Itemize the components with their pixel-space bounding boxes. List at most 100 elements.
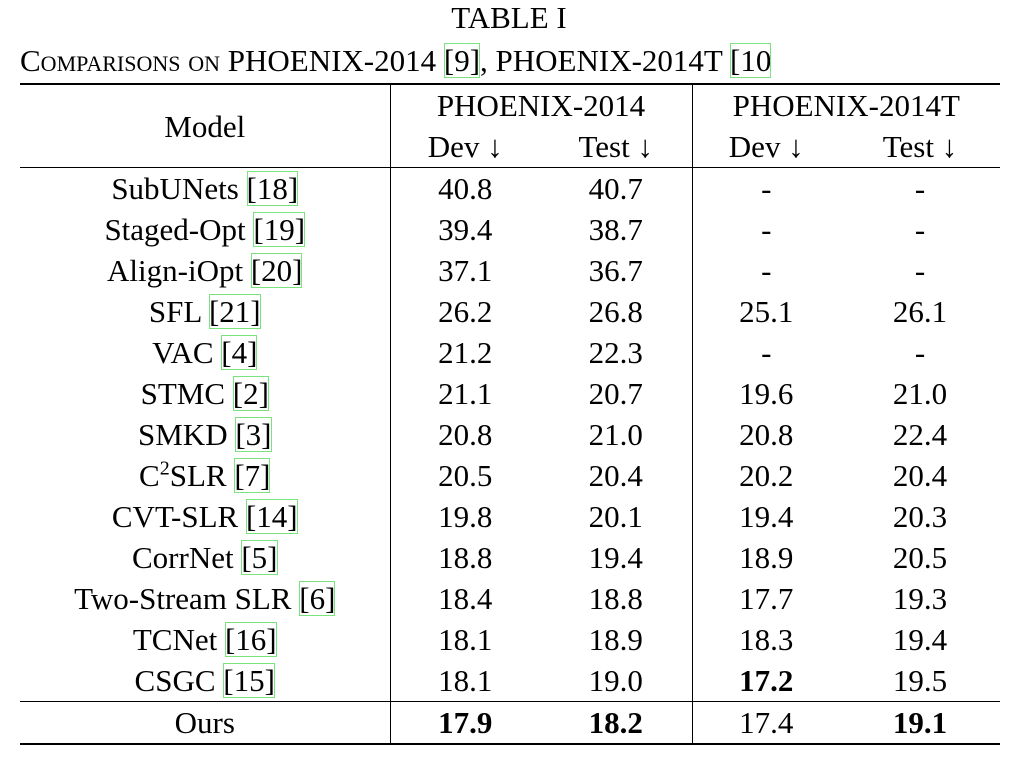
value-cell: 17.4 xyxy=(692,701,840,745)
model-cell: Align-iOpt [20] xyxy=(20,250,391,291)
value-cell: 19.8 xyxy=(438,499,493,534)
value-cell: 40.8 xyxy=(438,171,493,206)
citation-link[interactable]: [3] xyxy=(235,417,272,452)
citation-link[interactable]: [18] xyxy=(246,171,299,206)
value-cell: 19.6 xyxy=(739,376,794,411)
value-cell: 17.9 xyxy=(390,701,540,745)
citation-link[interactable]: [15] xyxy=(223,663,275,698)
header-test: Test ↓ xyxy=(882,129,958,164)
model-cell: CorrNet [5] xyxy=(20,537,391,578)
header-dev: Dev ↓ xyxy=(728,129,804,164)
value-cell: 19.5 xyxy=(892,663,948,698)
citation-link[interactable]: [16] xyxy=(224,622,277,657)
model-name: CSGC xyxy=(134,663,216,698)
value-cell: 26.2 xyxy=(438,294,493,329)
table-row: CSGC [15] 18.1 19.0 17.2 19.5 xyxy=(20,660,1000,702)
model-cell: SMKD [3] xyxy=(20,414,391,455)
model-cell: SubUNets [18] xyxy=(20,167,391,209)
value-cell: 18.2 xyxy=(540,701,693,745)
citation-link[interactable]: [14] xyxy=(245,499,298,534)
value-cell: 19.4 xyxy=(739,499,794,534)
header-test: Test ↓ xyxy=(540,126,693,168)
value-cell: 20.5 xyxy=(892,540,948,575)
value-cell: 21.1 xyxy=(438,376,493,411)
header-model: Model xyxy=(20,83,391,168)
model-name: CorrNet xyxy=(132,540,234,575)
model-name: C xyxy=(139,458,160,493)
value-cell: 37.1 xyxy=(438,253,493,288)
model-name: TCNet xyxy=(132,622,218,657)
model-superscript: 2 xyxy=(159,457,170,480)
table-row: TCNet [16] 18.1 18.9 18.3 19.4 xyxy=(20,619,1000,660)
citation-link[interactable]: [10 xyxy=(730,43,772,78)
caption-text: , PHOENIX-2014T xyxy=(480,43,731,78)
model-cell: VAC [4] xyxy=(20,332,391,373)
value-cell: 18.4 xyxy=(438,581,493,616)
value-cell: 20.8 xyxy=(739,417,794,452)
value-cell: 18.9 xyxy=(540,619,693,660)
model-name-suffix: SLR xyxy=(169,458,227,493)
value-cell: 19.4 xyxy=(892,622,948,657)
value-cell: - xyxy=(761,212,772,247)
model-cell: Staged-Opt [19] xyxy=(20,209,391,250)
model-cell: CSGC [15] xyxy=(20,660,391,702)
table-row: VAC [4] 21.2 22.3 - - xyxy=(20,332,1000,373)
table-row-ours: Ours 17.9 18.2 17.4 19.1 xyxy=(20,701,1000,745)
table-row: SFL [21] 26.2 26.8 25.1 26.1 xyxy=(20,291,1000,332)
table-row: STMC [2] 21.1 20.7 19.6 21.0 xyxy=(20,373,1000,414)
model-cell: C2SLR [7] xyxy=(20,455,391,496)
caption-text: Comparisons on PHOENIX-2014 xyxy=(20,43,444,78)
value-cell: 18.8 xyxy=(438,540,493,575)
value-cell: 20.2 xyxy=(739,458,794,493)
citation-link[interactable]: [9] xyxy=(443,43,481,78)
model-name: Two-Stream SLR xyxy=(74,581,292,616)
value-cell: - xyxy=(914,335,926,370)
value-cell: - xyxy=(761,335,772,370)
value-cell: 38.7 xyxy=(540,209,693,250)
header-dev: Dev ↓ xyxy=(427,129,503,164)
value-cell: 17.2 xyxy=(739,663,794,698)
citation-link[interactable]: [19] xyxy=(253,212,306,247)
header-phoenix-2014t: PHOENIX-2014T xyxy=(692,83,1000,126)
table-title: TABLE I xyxy=(451,0,567,35)
value-cell: 18.8 xyxy=(540,578,693,619)
value-cell: 20.3 xyxy=(892,499,948,534)
citation-link[interactable]: [6] xyxy=(299,581,336,616)
value-cell: 22.3 xyxy=(540,332,693,373)
value-cell: - xyxy=(914,171,926,206)
value-cell: 20.7 xyxy=(540,373,693,414)
model-name: CVT-SLR xyxy=(111,499,239,534)
citation-link[interactable]: [4] xyxy=(221,335,258,370)
value-cell: 19.4 xyxy=(540,537,693,578)
model-name: VAC xyxy=(152,335,214,370)
citation-link[interactable]: [7] xyxy=(234,458,271,493)
citation-link[interactable]: [20] xyxy=(250,253,303,288)
value-cell: 25.1 xyxy=(739,294,794,329)
value-cell: - xyxy=(761,253,772,288)
model-cell: STMC [2] xyxy=(20,373,391,414)
value-cell: 18.9 xyxy=(739,540,794,575)
model-cell: SFL [21] xyxy=(20,291,391,332)
value-cell: 20.8 xyxy=(438,417,493,452)
value-cell: 39.4 xyxy=(438,212,493,247)
citation-link[interactable]: [21] xyxy=(208,294,261,329)
value-cell: 18.1 xyxy=(438,663,493,698)
citation-link[interactable]: [2] xyxy=(232,376,269,411)
value-cell: 19.3 xyxy=(892,581,948,616)
value-cell: 20.1 xyxy=(540,496,693,537)
value-cell: 18.1 xyxy=(438,622,493,657)
table-row: C2SLR [7] 20.5 20.4 20.2 20.4 xyxy=(20,455,1000,496)
value-cell: - xyxy=(914,212,926,247)
citation-link[interactable]: [5] xyxy=(241,540,278,575)
value-cell: 19.0 xyxy=(540,660,693,702)
value-cell: 17.7 xyxy=(739,581,794,616)
model-name: Staged-Opt xyxy=(104,212,246,247)
value-cell: 18.3 xyxy=(739,622,794,657)
value-cell: 19.1 xyxy=(840,701,1000,745)
table-row: Two-Stream SLR [6] 18.4 18.8 17.7 19.3 xyxy=(20,578,1000,619)
value-cell: 40.7 xyxy=(540,167,693,209)
table-row: CorrNet [5] 18.8 19.4 18.9 20.5 xyxy=(20,537,1000,578)
value-cell: 20.4 xyxy=(540,455,693,496)
table-row: Staged-Opt [19] 39.4 38.7 - - xyxy=(20,209,1000,250)
value-cell: 26.8 xyxy=(540,291,693,332)
